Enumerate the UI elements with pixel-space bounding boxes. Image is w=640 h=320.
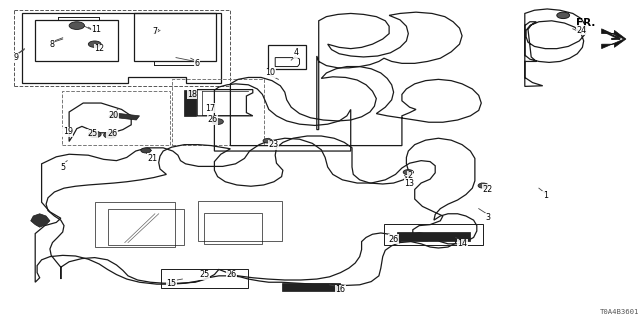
Bar bbox=[95, 202, 175, 247]
Text: 26: 26 bbox=[207, 116, 218, 124]
Circle shape bbox=[88, 131, 101, 138]
Text: 10: 10 bbox=[265, 68, 275, 77]
Text: 15: 15 bbox=[166, 279, 177, 288]
Text: 26: 26 bbox=[388, 235, 399, 244]
Circle shape bbox=[263, 139, 272, 143]
Text: 23: 23 bbox=[269, 140, 279, 149]
Bar bbox=[204, 213, 262, 244]
Bar bbox=[282, 283, 340, 291]
Text: 18: 18 bbox=[187, 90, 197, 99]
Polygon shape bbox=[602, 29, 626, 49]
Text: 6: 6 bbox=[195, 60, 200, 68]
Bar bbox=[62, 91, 170, 145]
Text: 20: 20 bbox=[109, 111, 119, 120]
Text: 19: 19 bbox=[63, 127, 73, 136]
Bar bbox=[384, 224, 483, 245]
Circle shape bbox=[141, 148, 151, 153]
Text: 26: 26 bbox=[227, 270, 237, 279]
Circle shape bbox=[88, 41, 101, 47]
Circle shape bbox=[403, 170, 413, 175]
Text: 4: 4 bbox=[293, 48, 298, 57]
Text: 24: 24 bbox=[576, 26, 586, 35]
Bar bbox=[161, 269, 248, 288]
Text: 14: 14 bbox=[457, 239, 467, 248]
Text: 7: 7 bbox=[152, 27, 157, 36]
Circle shape bbox=[212, 119, 223, 124]
Text: 25: 25 bbox=[200, 270, 210, 279]
Text: 17: 17 bbox=[205, 104, 215, 113]
Bar bbox=[172, 79, 264, 145]
Text: 5: 5 bbox=[60, 163, 65, 172]
Polygon shape bbox=[109, 113, 140, 120]
Text: 13: 13 bbox=[404, 179, 415, 188]
Text: 21: 21 bbox=[147, 154, 157, 163]
Text: 2: 2 bbox=[407, 172, 412, 180]
Text: 3: 3 bbox=[485, 213, 490, 222]
Text: T0A4B3601: T0A4B3601 bbox=[599, 309, 639, 315]
Bar bbox=[397, 232, 470, 241]
Text: 11: 11 bbox=[91, 25, 101, 34]
Bar bbox=[108, 209, 184, 245]
Bar bbox=[184, 90, 196, 116]
Text: 25: 25 bbox=[88, 129, 98, 138]
Text: 22: 22 bbox=[483, 185, 493, 194]
Bar bbox=[198, 201, 282, 241]
Circle shape bbox=[69, 22, 84, 29]
Text: 8: 8 bbox=[50, 40, 55, 49]
Text: 9: 9 bbox=[13, 53, 19, 62]
Bar bbox=[268, 45, 306, 69]
Circle shape bbox=[104, 132, 116, 138]
Text: 26: 26 bbox=[107, 129, 117, 138]
Circle shape bbox=[478, 183, 488, 188]
Text: 16: 16 bbox=[335, 285, 346, 294]
Text: 12: 12 bbox=[94, 44, 104, 53]
Circle shape bbox=[557, 12, 570, 19]
Polygon shape bbox=[31, 214, 50, 227]
Text: 1: 1 bbox=[543, 191, 548, 200]
Text: FR.: FR. bbox=[576, 18, 595, 28]
